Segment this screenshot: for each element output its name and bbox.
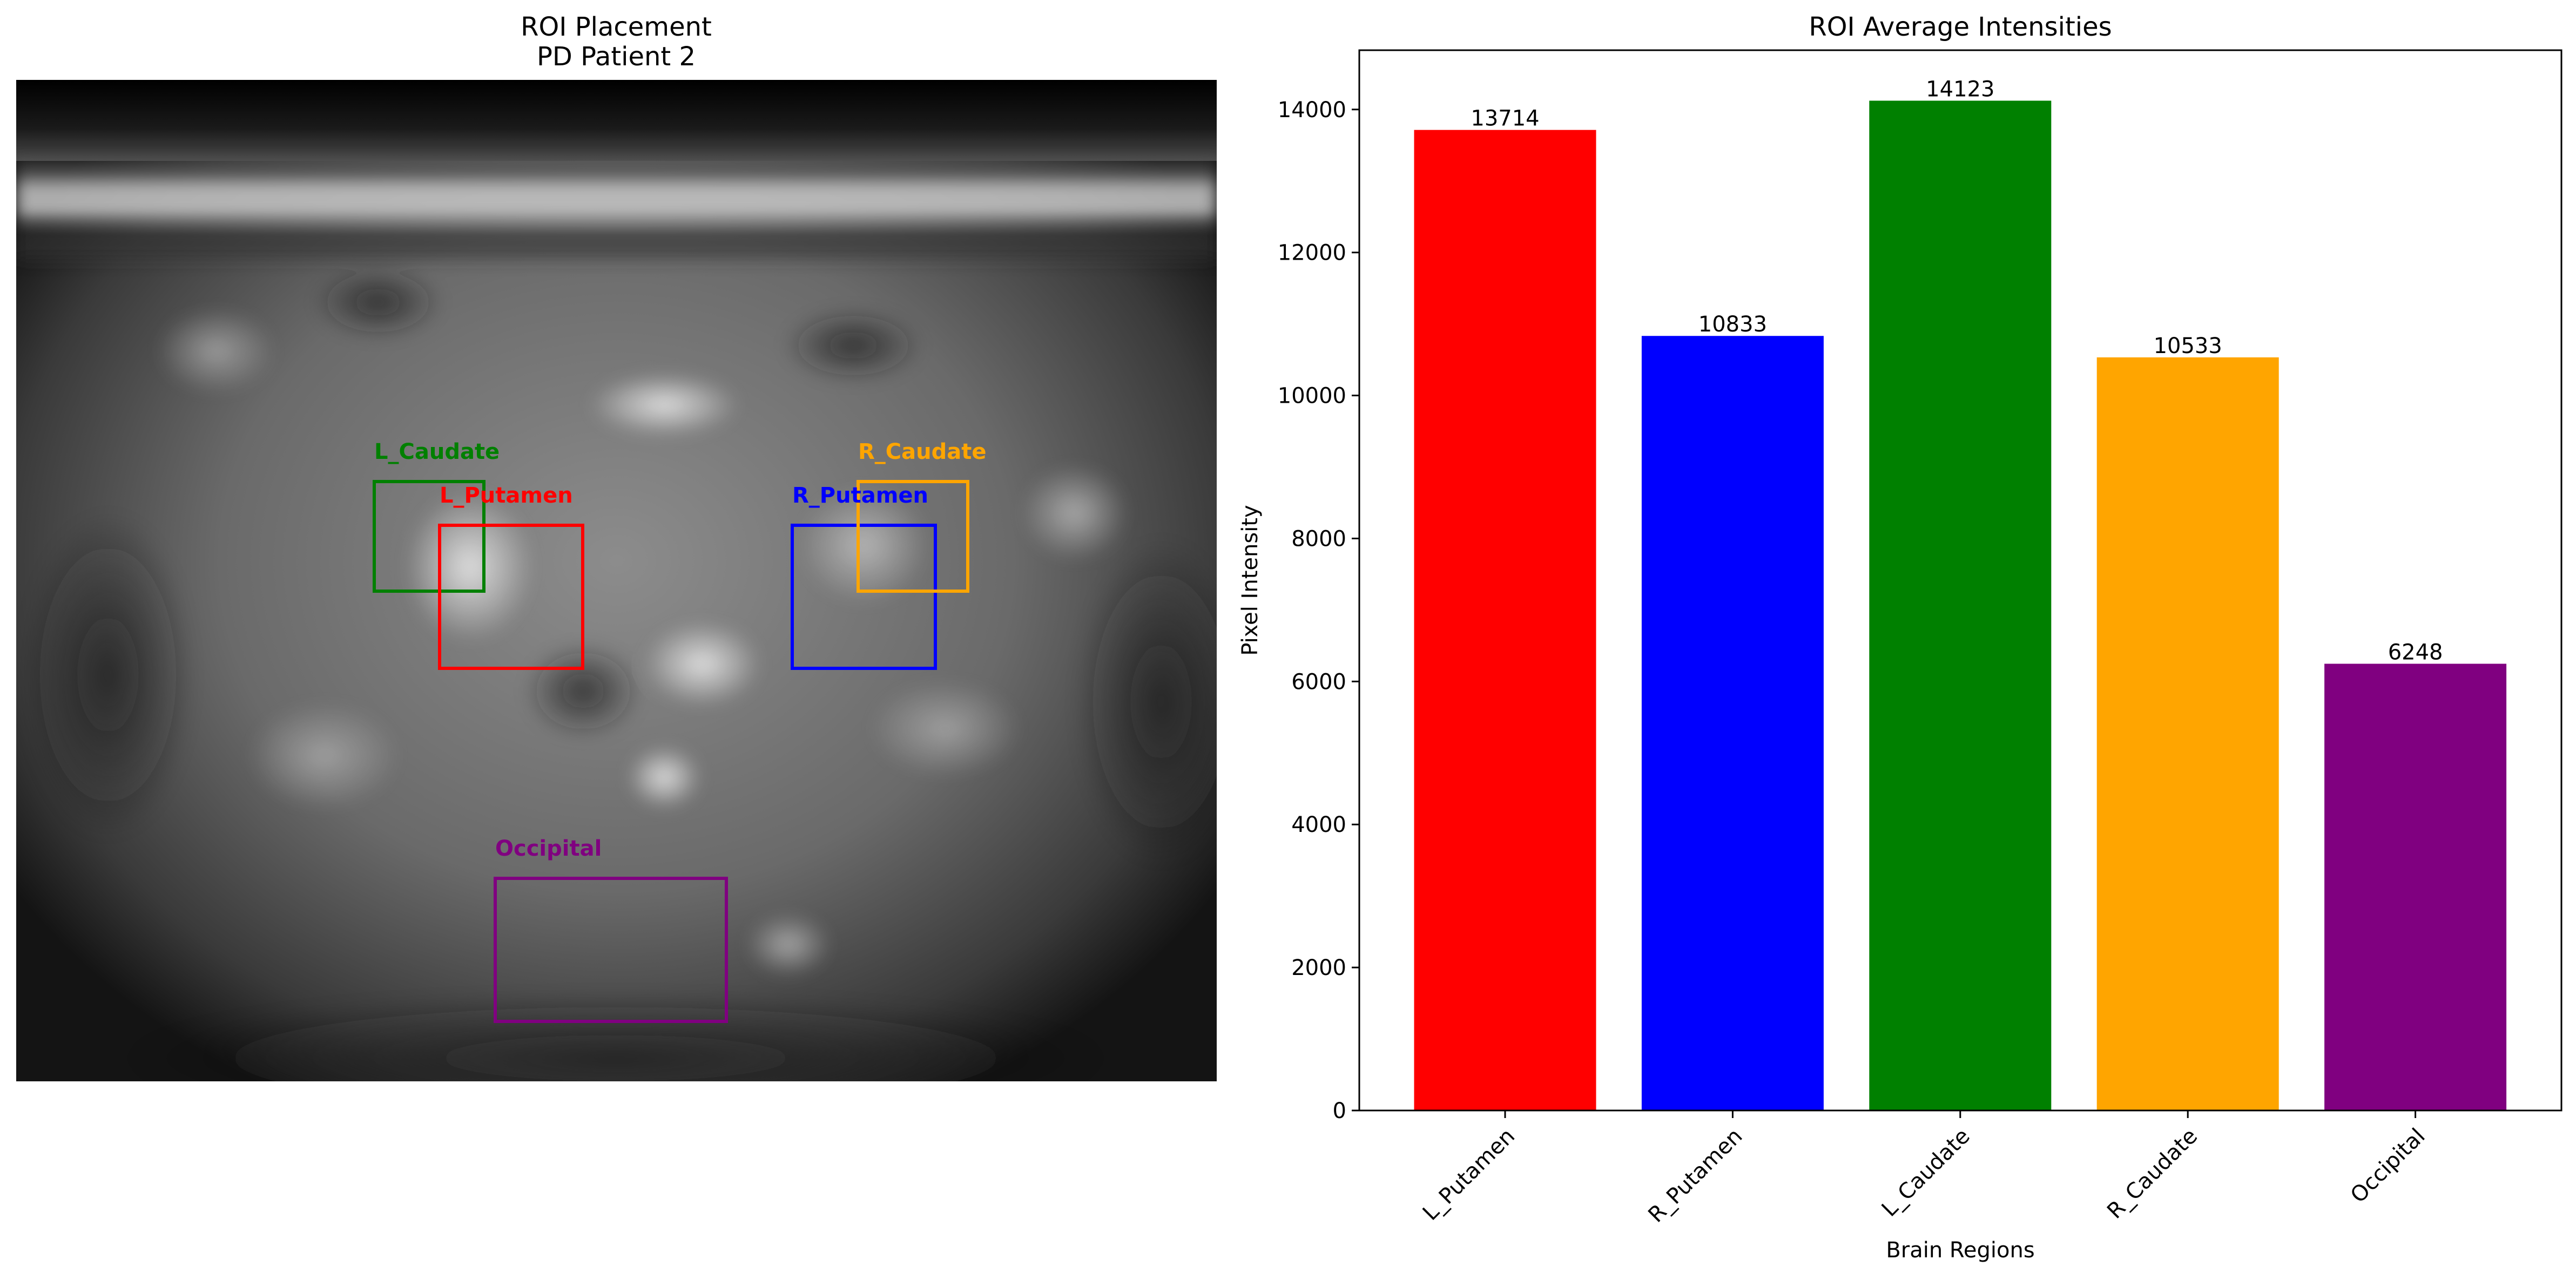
roi-boxes (373, 480, 969, 1023)
y-tick-label: 8000 (1291, 526, 1346, 551)
scan-image (16, 80, 1217, 1081)
roi-placement-panel: ROI Placement PD Patient 2 (16, 12, 1217, 1081)
bar-r-caudate (2096, 357, 2279, 1110)
bar-r-putamen (1641, 336, 1824, 1111)
bar-value-label: 14123 (1926, 77, 1994, 102)
intensity-bar-chart: ROI Average Intensities 1371410833141231… (1238, 12, 2562, 1263)
bar-value-label: 10533 (2154, 334, 2222, 358)
y-tick-label: 6000 (1291, 669, 1346, 694)
bars (1414, 100, 2507, 1111)
left-panel-title-line1: ROI Placement (521, 12, 712, 42)
roi-label-r-caudate: R_Caudate (858, 439, 987, 464)
y-tick-label: 14000 (1278, 98, 1346, 123)
x-tick-label: R_Caudate (2102, 1124, 2202, 1224)
bar-value-label: 10833 (1698, 312, 1767, 337)
x-tick-label: Occipital (2346, 1124, 2430, 1208)
plot-frame (1358, 49, 2562, 1112)
roi-label-r-putamen: R_Putamen (792, 483, 928, 508)
chart-title: ROI Average Intensities (1809, 12, 2112, 42)
x-tick-label: L_Caudate (1877, 1124, 1975, 1222)
roi-label-occipital: Occipital (495, 836, 602, 861)
bar-occipital (2324, 663, 2507, 1110)
roi-label-l-putamen: L_Putamen (440, 483, 573, 508)
roi-box-l-putamen (438, 524, 584, 670)
bar-l-putamen (1414, 130, 1596, 1110)
x-axis-label: Brain Regions (1886, 1238, 2034, 1263)
x-tick-label: R_Putamen (1643, 1124, 1747, 1228)
roi-label-l-caudate: L_Caudate (374, 439, 500, 464)
y-tick-label: 10000 (1278, 384, 1346, 409)
y-tick-label: 2000 (1291, 956, 1346, 980)
roi-box-r-putamen (791, 524, 937, 670)
bar-value-label: 6248 (2388, 640, 2443, 665)
y-tick-label: 0 (1333, 1099, 1346, 1123)
roi-box-l-caudate (373, 480, 485, 593)
y-axis-ticks: 0 2000 4000 6000 8000 10000 12000 14000 (1278, 98, 1359, 1123)
roi-box-r-caudate (857, 480, 969, 593)
roi-labels: L_Caudate L_Putamen R_Putamen R_Caudate … (374, 439, 987, 861)
bar-value-labels: 13714 10833 14123 10533 6248 (1471, 77, 2443, 665)
y-axis-label: Pixel Intensity (1238, 505, 1263, 655)
bar-l-caudate (1869, 100, 2052, 1110)
y-tick-label: 12000 (1278, 241, 1346, 266)
x-axis-ticks: L_Putamen R_Putamen L_Caudate R_Caudate Occi… (1418, 1110, 2430, 1228)
y-tick-label: 4000 (1291, 812, 1346, 837)
left-panel-title-line2: PD Patient 2 (537, 42, 696, 72)
x-tick-label: L_Putamen (1418, 1124, 1520, 1225)
roi-box-occipital (494, 877, 728, 1023)
bar-value-label: 13714 (1471, 106, 1539, 131)
